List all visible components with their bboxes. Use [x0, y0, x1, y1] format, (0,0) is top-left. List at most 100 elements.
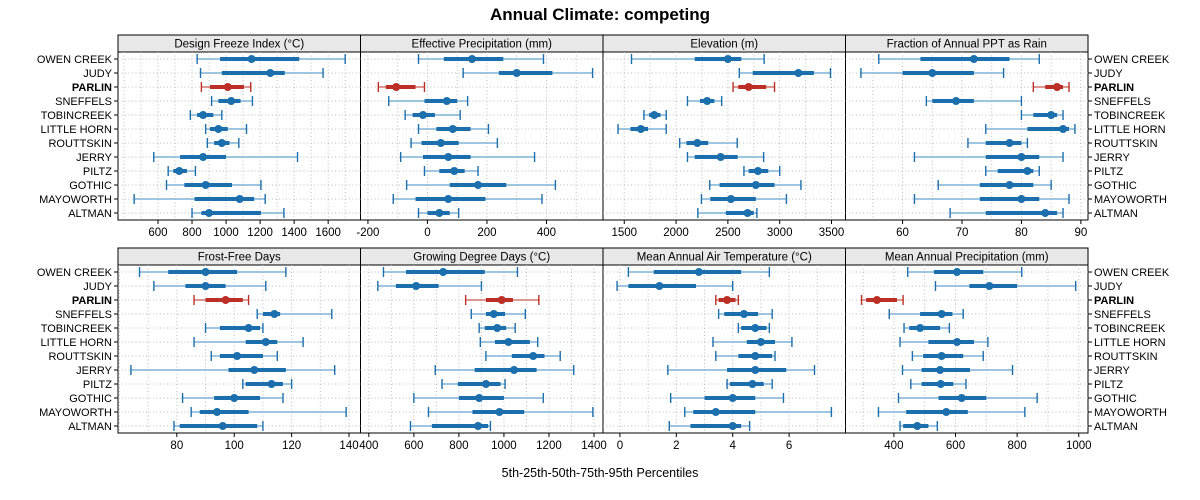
station-series	[899, 337, 989, 347]
station-label-right: ALTMAN	[1094, 208, 1138, 220]
median-dot	[655, 282, 664, 290]
station-series	[427, 407, 594, 417]
station-series	[196, 54, 346, 64]
median-dot	[726, 195, 735, 203]
station-series	[697, 208, 758, 218]
station-series	[200, 82, 252, 92]
median-dot	[936, 366, 945, 374]
station-series	[138, 267, 287, 277]
station-series	[413, 393, 545, 403]
station-label-left: SNEFFELS	[55, 96, 112, 108]
median-dot	[751, 181, 760, 189]
median-dot	[953, 268, 962, 276]
x-tick-label: 1200	[536, 440, 562, 452]
station-label-right: JUDY	[1094, 281, 1123, 293]
station-series	[392, 194, 543, 204]
panel: Mean Annual Air Temperature (°C) 0 2 4 6	[602, 247, 846, 452]
median-dot	[985, 282, 994, 290]
station-label-right: GOTHIC	[1094, 180, 1137, 192]
median-dot	[450, 167, 459, 175]
x-tick-label: 80	[170, 440, 183, 452]
station-label-right: ROUTTSKIN	[1094, 351, 1158, 363]
station-series	[686, 96, 723, 106]
median-dot	[213, 408, 222, 416]
station-label-right: JUDY	[1094, 68, 1123, 80]
station-series	[667, 365, 816, 375]
median-dot	[270, 310, 279, 318]
median-dot	[728, 422, 737, 430]
median-dot	[743, 209, 752, 217]
station-series	[669, 393, 785, 403]
station-series	[678, 138, 738, 148]
x-tick-label: 400	[884, 440, 903, 452]
station-series	[743, 166, 781, 176]
x-tick-label: 70	[956, 227, 969, 239]
station-series	[199, 68, 324, 78]
station-series	[911, 351, 984, 361]
x-tick-label: 120	[282, 440, 301, 452]
station-series	[470, 309, 527, 319]
median-dot	[418, 111, 427, 119]
station-label-right: JERRY	[1094, 152, 1131, 164]
x-tick-label: 1000	[213, 227, 239, 239]
median-dot	[230, 394, 239, 402]
station-series	[643, 110, 667, 120]
station-series	[949, 208, 1064, 218]
station-label-left: ALTMAN	[68, 421, 112, 433]
median-dot	[1005, 139, 1014, 147]
station-series	[617, 124, 667, 134]
station-series	[191, 208, 285, 218]
x-tick-label: 140	[339, 440, 358, 452]
station-series	[377, 281, 483, 291]
x-tick-label: 90	[1074, 227, 1087, 239]
station-label-right: OWEN CREEK	[1094, 267, 1170, 279]
panel-title: Design Freeze Index (°C)	[174, 39, 304, 51]
station-series	[925, 96, 1023, 106]
median-dot	[723, 296, 732, 304]
median-dot	[1047, 111, 1056, 119]
x-tick-label: 4	[730, 440, 737, 452]
station-label-right: OWEN CREEK	[1094, 54, 1170, 66]
median-dot	[1005, 181, 1014, 189]
median-dot	[227, 97, 236, 105]
station-series	[377, 82, 426, 92]
station-series	[409, 421, 492, 431]
station-series	[700, 194, 788, 204]
station-label-right: PARLIN	[1094, 295, 1134, 307]
median-dot	[468, 55, 477, 63]
median-dot	[969, 55, 978, 63]
station-label-left: OWEN CREEK	[37, 54, 113, 66]
x-tick-label: 1400	[281, 227, 307, 239]
median-dot	[937, 352, 946, 360]
panel: Frost-Free Days 80 100 120 140 OWEN CREEK JUDY…	[37, 247, 361, 452]
median-dot	[261, 338, 270, 346]
median-dot	[756, 338, 765, 346]
median-dot	[201, 282, 210, 290]
x-tick-label: 80	[1015, 227, 1028, 239]
median-dot	[474, 181, 483, 189]
station-series	[190, 407, 347, 417]
median-dot	[442, 97, 451, 105]
median-dot	[235, 195, 244, 203]
station-series	[210, 96, 254, 106]
x-tick-label: 600	[404, 440, 423, 452]
median-dot	[753, 167, 762, 175]
median-dot	[723, 55, 732, 63]
median-dot	[1059, 125, 1068, 133]
median-dot	[475, 394, 484, 402]
x-tick-label: 800	[182, 227, 201, 239]
panel: Mean Annual Precipitation (mm) 400 600 800 1…	[845, 247, 1170, 452]
station-series	[878, 54, 1040, 64]
median-dot	[751, 324, 760, 332]
median-dot	[201, 268, 210, 276]
station-series	[737, 323, 771, 333]
station-label-left: MAYOWORTH	[39, 407, 112, 419]
median-dot	[748, 380, 757, 388]
figure-title: Annual Climate: competing	[489, 5, 711, 24]
station-label-left: TOBINCREEK	[41, 110, 113, 122]
station-label-left: JUDY	[83, 281, 112, 293]
median-dot	[444, 153, 453, 161]
station-series	[206, 138, 240, 148]
station-label-left: LITTLE HORN	[40, 337, 112, 349]
x-tick-label: 0	[617, 440, 623, 452]
